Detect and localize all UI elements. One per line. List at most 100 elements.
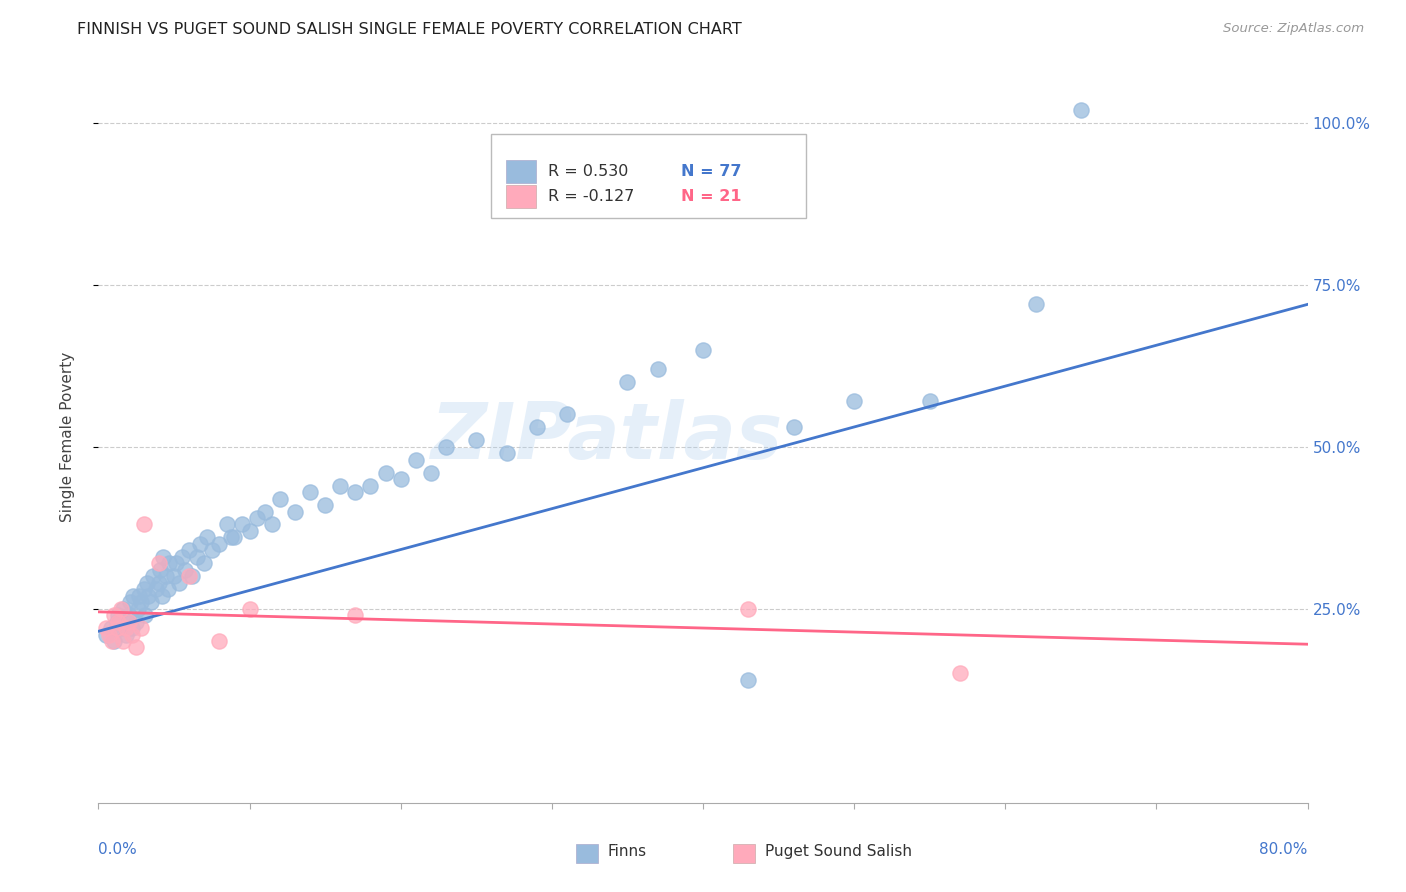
Point — [269, 491, 291, 506]
Point — [118, 608, 141, 623]
Point — [201, 543, 224, 558]
Point — [170, 549, 193, 564]
Point — [186, 549, 208, 564]
Point — [344, 485, 367, 500]
Point — [94, 627, 117, 641]
Text: 80.0%: 80.0% — [1260, 842, 1308, 856]
Point — [148, 575, 170, 590]
Point — [135, 575, 157, 590]
Point — [208, 537, 231, 551]
Point — [94, 621, 117, 635]
Point — [262, 517, 284, 532]
Point — [179, 569, 201, 583]
Text: R = 0.530: R = 0.530 — [548, 164, 628, 179]
Point — [360, 478, 382, 492]
Point — [284, 504, 307, 518]
Point — [555, 408, 578, 422]
Point — [150, 589, 173, 603]
FancyBboxPatch shape — [576, 845, 598, 863]
Point — [114, 621, 136, 635]
Point — [142, 569, 165, 583]
Point — [195, 530, 218, 544]
Point — [299, 485, 322, 500]
Point — [374, 466, 396, 480]
Point — [141, 595, 163, 609]
Point — [105, 615, 128, 629]
Point — [405, 452, 427, 467]
Point — [344, 608, 367, 623]
Point — [1024, 297, 1046, 311]
Text: FINNISH VS PUGET SOUND SALISH SINGLE FEMALE POVERTY CORRELATION CHART: FINNISH VS PUGET SOUND SALISH SINGLE FEM… — [77, 22, 742, 37]
Point — [145, 582, 167, 597]
Point — [314, 498, 336, 512]
Point — [136, 589, 159, 603]
Point — [159, 557, 181, 571]
Point — [129, 621, 152, 635]
Point — [120, 595, 142, 609]
Point — [224, 530, 246, 544]
FancyBboxPatch shape — [506, 160, 536, 183]
FancyBboxPatch shape — [506, 185, 536, 208]
Point — [181, 569, 204, 583]
Point — [132, 582, 155, 597]
Point — [110, 621, 132, 635]
Point — [107, 615, 129, 629]
Point — [208, 634, 231, 648]
Point — [239, 524, 262, 538]
Point — [98, 627, 121, 641]
Point — [495, 446, 517, 460]
Point — [246, 511, 269, 525]
Point — [155, 569, 177, 583]
Text: Source: ZipAtlas.com: Source: ZipAtlas.com — [1223, 22, 1364, 36]
Point — [121, 627, 143, 641]
Point — [118, 615, 141, 629]
Point — [737, 673, 759, 687]
Point — [737, 601, 759, 615]
Point — [163, 569, 186, 583]
Point — [253, 504, 276, 518]
Y-axis label: Single Female Poverty: Single Female Poverty — [60, 352, 75, 522]
Point — [125, 615, 148, 629]
Point — [148, 557, 170, 571]
Point — [149, 563, 172, 577]
Point — [115, 615, 138, 629]
Point — [100, 621, 122, 635]
Point — [101, 634, 124, 648]
Text: Finns: Finns — [607, 845, 647, 859]
Text: Puget Sound Salish: Puget Sound Salish — [765, 845, 911, 859]
Point — [783, 420, 806, 434]
Point — [918, 394, 941, 409]
Point — [844, 394, 866, 409]
Point — [105, 621, 128, 635]
Point — [122, 589, 145, 603]
Point — [329, 478, 352, 492]
Point — [165, 557, 187, 571]
Point — [193, 557, 215, 571]
Point — [134, 608, 156, 623]
Point — [132, 517, 155, 532]
Text: R = -0.127: R = -0.127 — [548, 189, 634, 204]
Point — [103, 608, 125, 623]
Point — [179, 543, 201, 558]
Point — [239, 601, 262, 615]
Text: ZIPatlas: ZIPatlas — [430, 399, 782, 475]
Point — [173, 563, 195, 577]
Point — [231, 517, 253, 532]
Point — [616, 375, 638, 389]
Point — [114, 627, 136, 641]
Point — [465, 434, 488, 448]
Point — [692, 343, 714, 357]
Point — [111, 601, 134, 615]
Point — [152, 549, 174, 564]
Point — [125, 640, 148, 655]
Point — [121, 621, 143, 635]
Point — [103, 634, 125, 648]
Point — [389, 472, 412, 486]
Point — [215, 517, 238, 532]
FancyBboxPatch shape — [492, 134, 806, 218]
Point — [111, 634, 134, 648]
Point — [107, 608, 129, 623]
Text: 0.0%: 0.0% — [98, 842, 138, 856]
Point — [1070, 103, 1092, 118]
Point — [434, 440, 457, 454]
